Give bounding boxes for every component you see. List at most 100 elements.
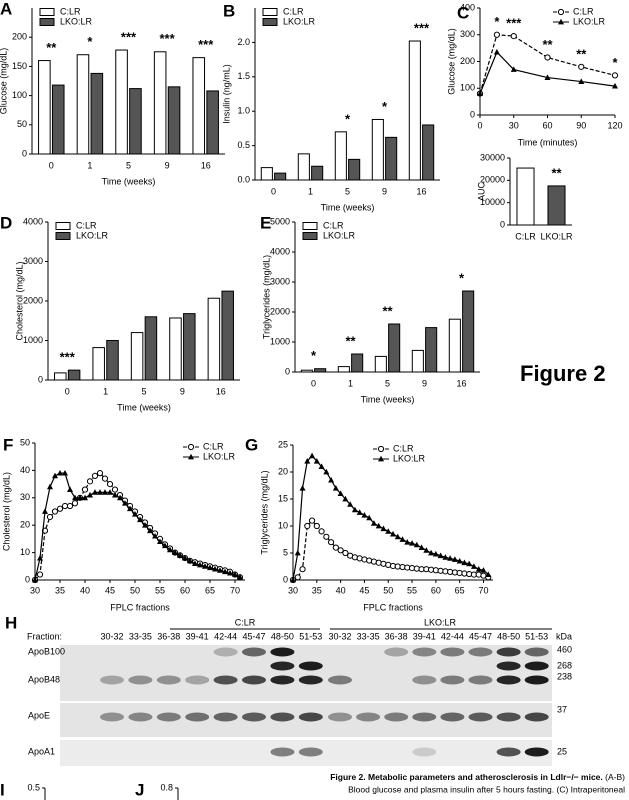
bar — [260, 167, 273, 181]
panel-letter: D — [0, 213, 12, 232]
y-tick-label: 30000 — [480, 152, 505, 162]
blot-band — [356, 712, 381, 722]
bar — [462, 290, 475, 373]
marker — [157, 538, 163, 545]
x-tick-label: 30 — [288, 585, 298, 595]
bar — [106, 340, 119, 381]
marker — [347, 501, 354, 507]
marker — [404, 539, 411, 545]
legend-label: C:LR — [76, 220, 97, 230]
bar — [388, 323, 401, 373]
marker — [477, 90, 483, 96]
legend-label: LKO:LR — [76, 230, 109, 240]
legend-label: C:LR — [60, 6, 81, 16]
marker — [390, 530, 396, 537]
marker — [544, 54, 551, 61]
bar — [348, 158, 361, 181]
bar — [337, 366, 350, 373]
y-tick-label: 1000 — [270, 336, 290, 346]
y-tick-label: 2.0 — [237, 37, 250, 47]
marker — [197, 561, 203, 568]
legend-swatch — [262, 18, 278, 26]
panel-letter: B — [223, 1, 235, 20]
marker — [91, 472, 99, 479]
bar — [167, 86, 181, 155]
marker — [461, 559, 468, 566]
line — [479, 34, 616, 94]
y-tick-label: 2000 — [23, 295, 43, 305]
x-tick-label: 0 — [49, 160, 54, 170]
row-label: ApoB48 — [28, 674, 60, 684]
marker — [423, 547, 430, 553]
x-axis-title: FPLC fractions — [363, 602, 423, 612]
panel-letter: C — [457, 3, 469, 22]
fraction-label: 33-35 — [357, 631, 380, 641]
fraction-label: 42-44 — [214, 631, 237, 641]
marker — [437, 552, 444, 559]
x-tick-label: 16 — [456, 378, 466, 388]
marker — [111, 486, 119, 493]
y-tick-label: 0 — [38, 374, 43, 384]
blot-band — [328, 712, 352, 722]
x-tick-label: 60 — [542, 120, 552, 130]
marker — [51, 508, 59, 515]
bar — [90, 72, 104, 155]
line — [479, 51, 616, 94]
x-axis-title: Time (weeks) — [321, 202, 375, 212]
x-tick-label: 90 — [576, 120, 586, 130]
y-tick-label: 5 — [283, 547, 288, 557]
x-tick-label: 0 — [311, 378, 316, 388]
marker — [152, 532, 158, 539]
bar — [516, 167, 535, 226]
x-tick-label: 55 — [407, 585, 417, 595]
marker — [342, 495, 349, 502]
marker — [127, 505, 133, 512]
fraction-label: 48-50 — [497, 631, 520, 641]
y-tick-label: 0 — [500, 219, 505, 229]
marker — [217, 567, 223, 573]
marker — [413, 541, 420, 548]
blot-band — [156, 712, 181, 722]
blot-band — [270, 647, 295, 657]
bar — [51, 84, 65, 155]
legend-marker — [188, 453, 194, 460]
fraction-label: 48-50 — [271, 631, 294, 641]
legend-swatch — [55, 232, 71, 240]
blot-band — [524, 675, 549, 685]
kda-marker: 25 — [557, 746, 567, 756]
legend-swatch — [262, 8, 278, 16]
marker — [36, 571, 44, 578]
blot-band — [524, 712, 549, 722]
marker — [96, 470, 104, 477]
marker — [418, 544, 425, 550]
marker — [544, 74, 551, 80]
marker — [361, 512, 368, 518]
fraction-label: 45-47 — [469, 631, 492, 641]
marker — [47, 483, 53, 490]
x-tick-label: 35 — [312, 585, 322, 595]
x-axis-title: Time (weeks) — [361, 394, 415, 404]
blot-band — [496, 647, 521, 657]
bar — [67, 369, 81, 381]
blot-band — [524, 747, 549, 757]
panel-letter: H — [5, 613, 17, 632]
y-tick-label: 1.5 — [237, 71, 250, 81]
bar — [221, 290, 234, 381]
bar — [351, 353, 364, 373]
x-tick-label: 40 — [336, 585, 346, 595]
marker — [101, 475, 109, 482]
fraction-label: 30-32 — [328, 631, 351, 641]
y-tick-label: 20 — [278, 466, 288, 476]
fraction-label: 33-35 — [129, 631, 152, 641]
legend-label: C:LR — [323, 220, 344, 230]
y-tick-label: 2000 — [270, 306, 290, 316]
legend-label: LKO:LR — [283, 16, 316, 26]
marker — [332, 485, 339, 491]
significance: * — [612, 55, 618, 70]
y-tick-label: 1000 — [23, 335, 43, 345]
blot-band — [384, 712, 409, 722]
x-tick-label: 65 — [455, 585, 465, 595]
fraction-header: Fraction: — [27, 631, 62, 641]
marker — [327, 539, 335, 546]
bar — [297, 153, 310, 181]
